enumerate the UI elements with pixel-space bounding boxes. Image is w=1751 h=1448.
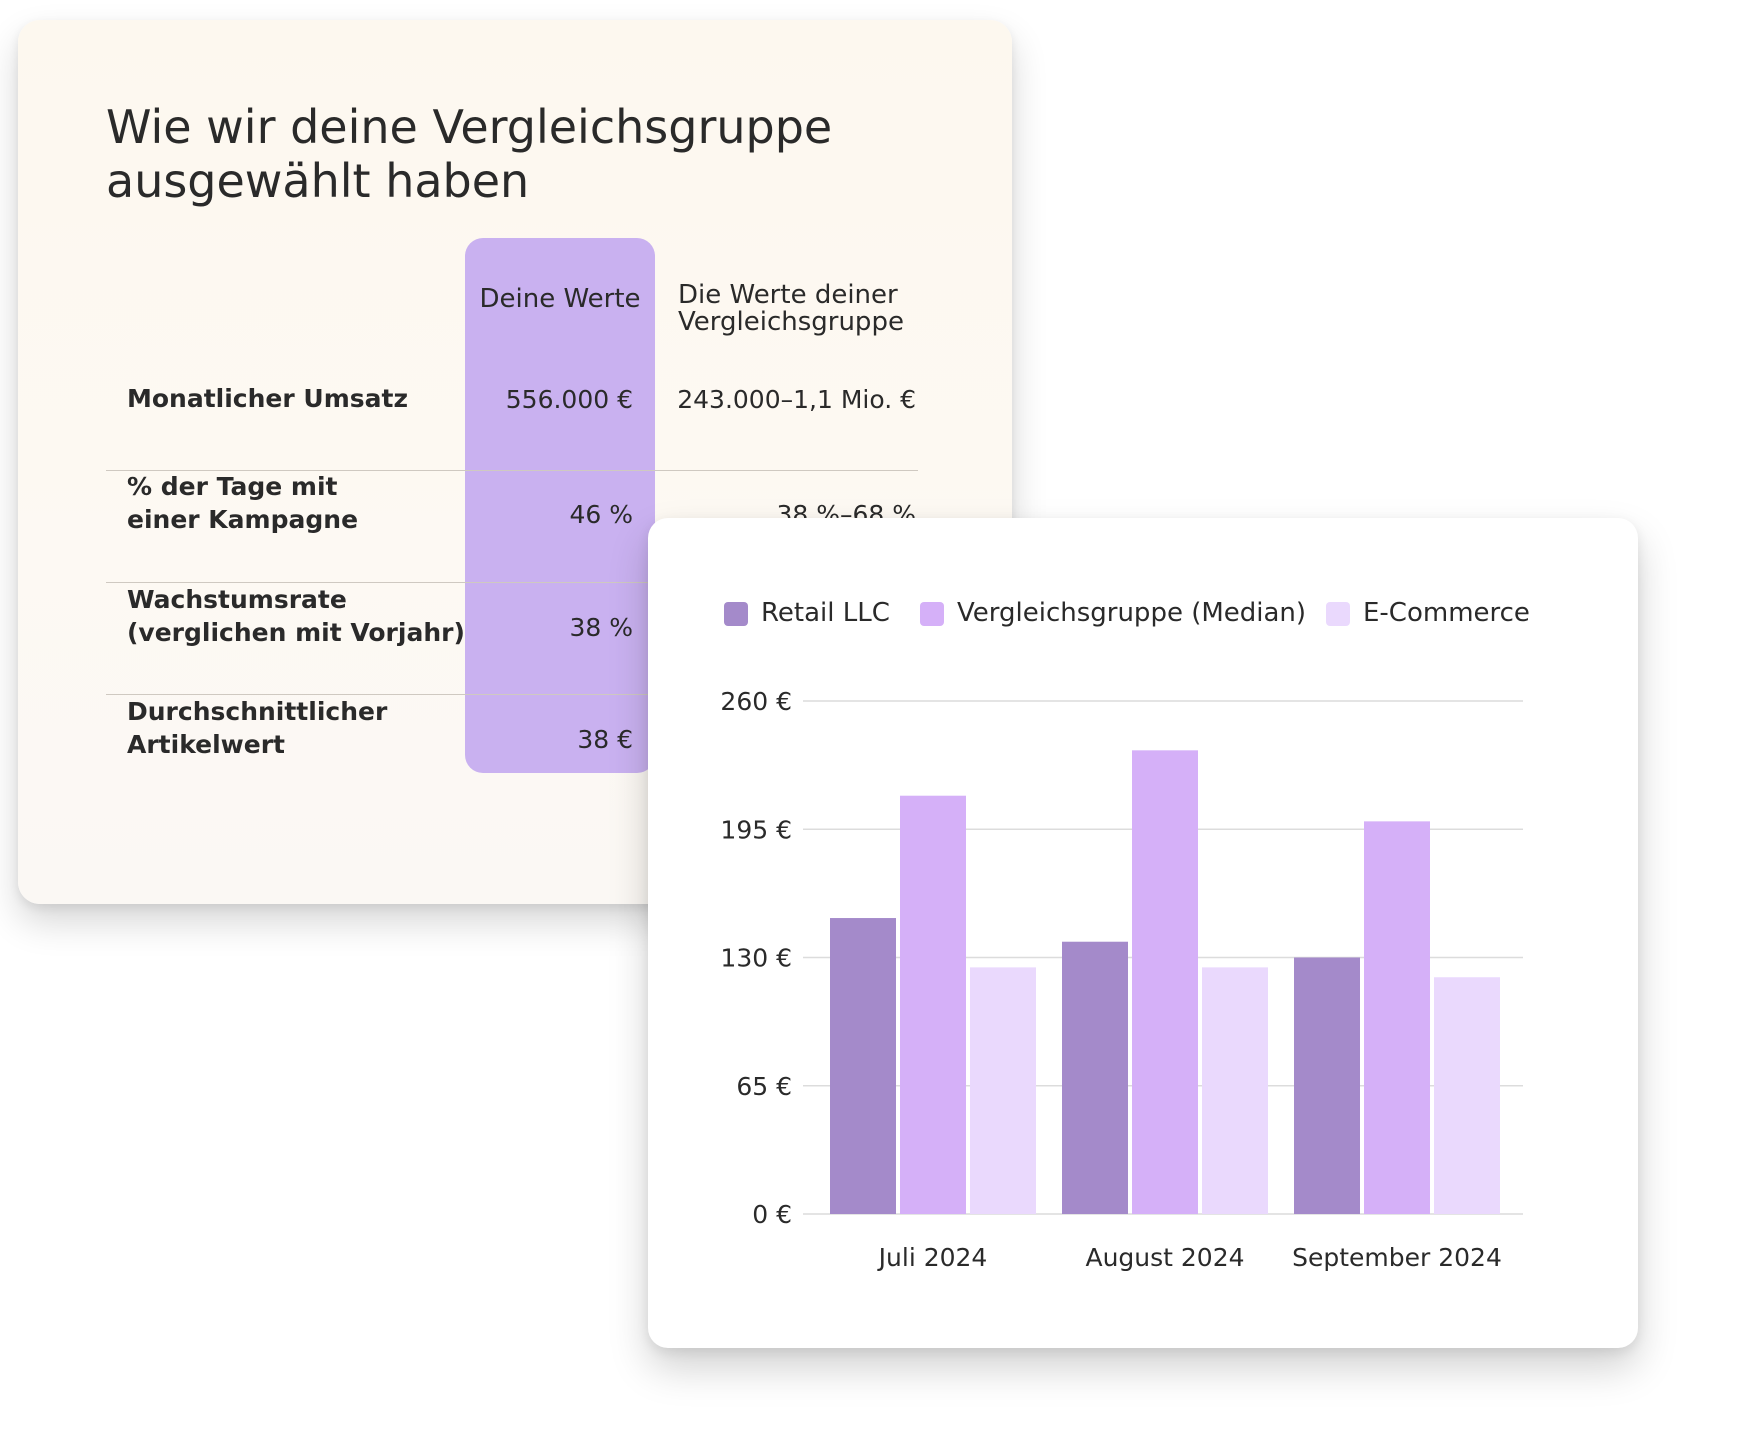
- comparison-card: Wie wir deine Vergleichsgruppe ausgewähl…: [18, 20, 1012, 904]
- row-divider: [106, 694, 918, 695]
- bar: [1202, 967, 1268, 1214]
- row-label-avg-item-value: Durchschnittlicher Artikelwert: [127, 697, 388, 759]
- column-header-peer-values: Die Werte deiner Vergleichsgruppe: [678, 280, 904, 337]
- bar-chart: 0 € 65 € 130 € 195 € 260 € Juli 2024 August 20…: [720, 687, 1523, 1272]
- chart-card: Retail LLC Vergleichsgruppe (Median) E-C…: [648, 518, 1638, 1348]
- legend-swatch: [1326, 602, 1350, 626]
- your-values-column-highlight: [465, 238, 655, 773]
- row-value-campaign-days: 46 %: [569, 500, 633, 529]
- legend-label: E-Commerce: [1363, 598, 1530, 628]
- column-header-your-values: Deine Werte: [479, 284, 641, 314]
- row-value-monthly-revenue: 556.000 €: [505, 385, 633, 414]
- legend-swatch: [920, 602, 944, 626]
- legend-swatch: [724, 602, 748, 626]
- row-label-campaign-days: % der Tage mit einer Kampagne: [127, 472, 359, 534]
- comparison-title: Wie wir deine Vergleichsgruppe ausgewähl…: [106, 100, 833, 208]
- bar: [1132, 750, 1198, 1214]
- bar: [830, 918, 896, 1214]
- row-value-avg-item-value: 38 €: [577, 725, 633, 754]
- row-value-growth-rate: 38 %: [569, 613, 633, 642]
- row-label-monthly-revenue: Monatlicher Umsatz: [127, 384, 409, 413]
- bar: [900, 795, 966, 1214]
- legend-label: Retail LLC: [761, 598, 890, 628]
- legend-label: Vergleichsgruppe (Median): [957, 598, 1307, 628]
- y-tick-label: 130 €: [720, 944, 792, 973]
- x-tick-label: Juli 2024: [877, 1243, 988, 1272]
- y-tick-label: 0 €: [752, 1200, 792, 1229]
- row-peer-monthly-revenue: 243.000–1,1 Mio. €: [677, 385, 916, 414]
- row-divider: [106, 470, 918, 471]
- y-tick-label: 195 €: [720, 815, 792, 844]
- y-tick-label: 260 €: [720, 687, 792, 716]
- x-tick-label: September 2024: [1292, 1243, 1502, 1272]
- bar: [1434, 977, 1500, 1214]
- x-tick-label: August 2024: [1085, 1243, 1244, 1272]
- y-tick-label: 65 €: [736, 1072, 792, 1101]
- bar: [1364, 821, 1430, 1214]
- bar: [970, 967, 1036, 1214]
- bar: [1294, 957, 1360, 1214]
- row-label-growth-rate: Wachstumsrate (verglichen mit Vorjahr): [127, 585, 465, 647]
- bar: [1062, 941, 1128, 1214]
- row-divider: [106, 582, 918, 583]
